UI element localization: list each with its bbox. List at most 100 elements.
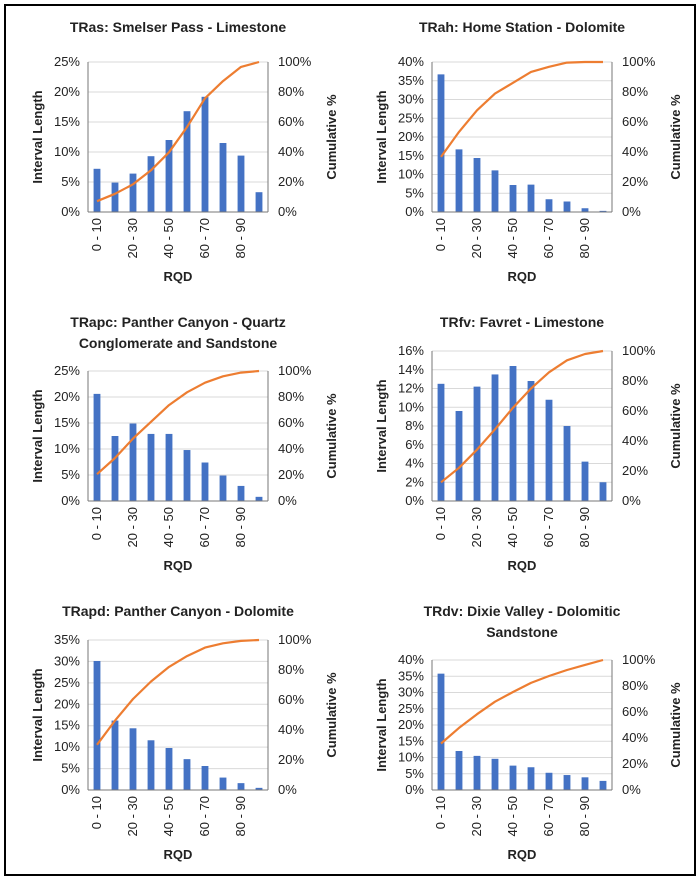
- bar: [581, 461, 589, 501]
- x-tick-label: 60 - 70: [541, 218, 556, 258]
- y-tick-label: 40%: [398, 54, 424, 69]
- bar: [581, 208, 589, 212]
- y-tick-label: 0%: [405, 493, 424, 508]
- y2-tick-label: 100%: [622, 54, 656, 69]
- y2-tick-label: 100%: [278, 632, 312, 647]
- y-tick-label: 10%: [398, 750, 424, 765]
- y-tick-label: 8%: [405, 418, 424, 433]
- bar: [455, 149, 463, 212]
- chart-title: TRah: Home Station - Dolomite: [418, 19, 626, 35]
- y-axis-title: Interval Length: [374, 379, 389, 472]
- y-tick-label: 4%: [405, 456, 424, 471]
- y2-tick-label: 20%: [622, 174, 648, 189]
- y-tick-label: 35%: [398, 668, 424, 683]
- x-tick-label: 60 - 70: [541, 507, 556, 547]
- y-tick-label: 25%: [54, 675, 80, 690]
- y-tick-label: 16%: [398, 343, 424, 358]
- y2-tick-label: 80%: [278, 84, 304, 99]
- bar: [237, 485, 245, 501]
- bar: [527, 184, 535, 212]
- y2-tick-label: 40%: [622, 730, 648, 745]
- y-tick-label: 15%: [54, 415, 80, 430]
- y-tick-label: 6%: [405, 437, 424, 452]
- chart-title: TRas: Smelser Pass - Limestone: [69, 19, 287, 35]
- y-tick-label: 0%: [61, 493, 80, 508]
- cumulative-line: [96, 638, 260, 746]
- x-tick-label: 0 - 10: [89, 507, 104, 540]
- y2-tick-label: 60%: [622, 704, 648, 719]
- x-tick-label: 40 - 50: [505, 218, 520, 258]
- y2-tick-label: 0%: [622, 493, 641, 508]
- y-tick-label: 5%: [61, 174, 80, 189]
- bar: [455, 411, 463, 501]
- x-axis-title: RQD: [508, 847, 537, 862]
- y-tick-label: 0%: [61, 782, 80, 797]
- x-tick-label: 80 - 90: [577, 507, 592, 547]
- bar: [599, 210, 607, 212]
- bar: [93, 393, 101, 501]
- y-tick-label: 5%: [61, 467, 80, 482]
- bar: [201, 462, 209, 501]
- y-tick-label: 5%: [61, 761, 80, 776]
- y2-tick-label: 20%: [622, 756, 648, 771]
- chart-panel-5: TRapd: Panther Canyon - Dolomite 0% 5% 10%…: [6, 584, 350, 873]
- y2-axis-title: Cumulative %: [324, 393, 339, 479]
- bar: [563, 201, 571, 212]
- y-tick-label: 15%: [54, 114, 80, 129]
- x-tick-label: 20 - 30: [125, 796, 140, 836]
- chart-svg: 0% 5% 10% 15% 20% 25% 30% 35% 0% 20% 40% 60% 80% 100%…: [30, 632, 339, 862]
- y-tick-label: 12%: [398, 381, 424, 396]
- bar: [111, 436, 119, 501]
- y2-tick-label: 20%: [278, 467, 304, 482]
- chart-svg: 0% 5% 10% 15% 20% 25% 0% 20% 40% 60% 80% 100% 0 - 10…: [30, 54, 339, 284]
- bar: [545, 399, 553, 501]
- y2-tick-label: 60%: [278, 692, 304, 707]
- chart-title: TRfv: Favret - Limestone: [439, 314, 605, 330]
- x-axis-title: RQD: [164, 269, 193, 284]
- y-tick-label: 0%: [61, 204, 80, 219]
- bar: [437, 74, 445, 212]
- y2-tick-label: 0%: [278, 204, 297, 219]
- x-tick-label: 20 - 30: [125, 507, 140, 547]
- bar: [437, 673, 445, 790]
- y-tick-label: 35%: [54, 632, 80, 647]
- bar: [581, 777, 589, 790]
- y2-tick-label: 60%: [622, 114, 648, 129]
- y-tick-label: 10%: [54, 739, 80, 754]
- chart-svg: 0%5%10%15%20%25%30%35%40%0%20%40%60%80%1…: [374, 652, 683, 862]
- bar: [437, 383, 445, 501]
- chart-title-line-1: TRapc: Panther Canyon - Quartz: [70, 314, 286, 330]
- y2-tick-label: 20%: [622, 463, 648, 478]
- y-tick-label: 10%: [398, 167, 424, 182]
- bar: [473, 158, 481, 212]
- y-tick-label: 15%: [398, 733, 424, 748]
- y-tick-label: 0%: [405, 204, 424, 219]
- x-tick-label: 40 - 50: [161, 507, 176, 547]
- y2-tick-label: 80%: [278, 662, 304, 677]
- bar: [491, 170, 499, 212]
- bar: [93, 168, 101, 212]
- x-tick-label: 20 - 30: [125, 218, 140, 258]
- bar: [509, 765, 517, 790]
- y2-axis-title: Cumulative %: [668, 383, 683, 469]
- y-tick-label: 2%: [405, 474, 424, 489]
- y2-tick-label: 60%: [278, 114, 304, 129]
- bar: [219, 777, 227, 790]
- x-tick-label: 80 - 90: [233, 507, 248, 547]
- x-tick-label: 0 - 10: [89, 218, 104, 251]
- y-axis-title: Interval Length: [30, 90, 45, 183]
- bar: [219, 475, 227, 501]
- bar: [473, 386, 481, 501]
- bar: [201, 766, 209, 790]
- y2-axis-title: Cumulative %: [668, 94, 683, 180]
- y2-tick-label: 80%: [278, 389, 304, 404]
- bar: [93, 661, 101, 790]
- chart-svg: 0%5%10%15%20%25%30%35%40%0%20%40%60%80%1…: [374, 54, 683, 284]
- y-axis-title: Interval Length: [374, 678, 389, 771]
- bar: [129, 728, 137, 790]
- bar: [509, 366, 517, 501]
- bar: [509, 185, 517, 212]
- bar: [183, 111, 191, 212]
- x-tick-label: 20 - 30: [469, 218, 484, 258]
- cumulative-line: [440, 349, 604, 484]
